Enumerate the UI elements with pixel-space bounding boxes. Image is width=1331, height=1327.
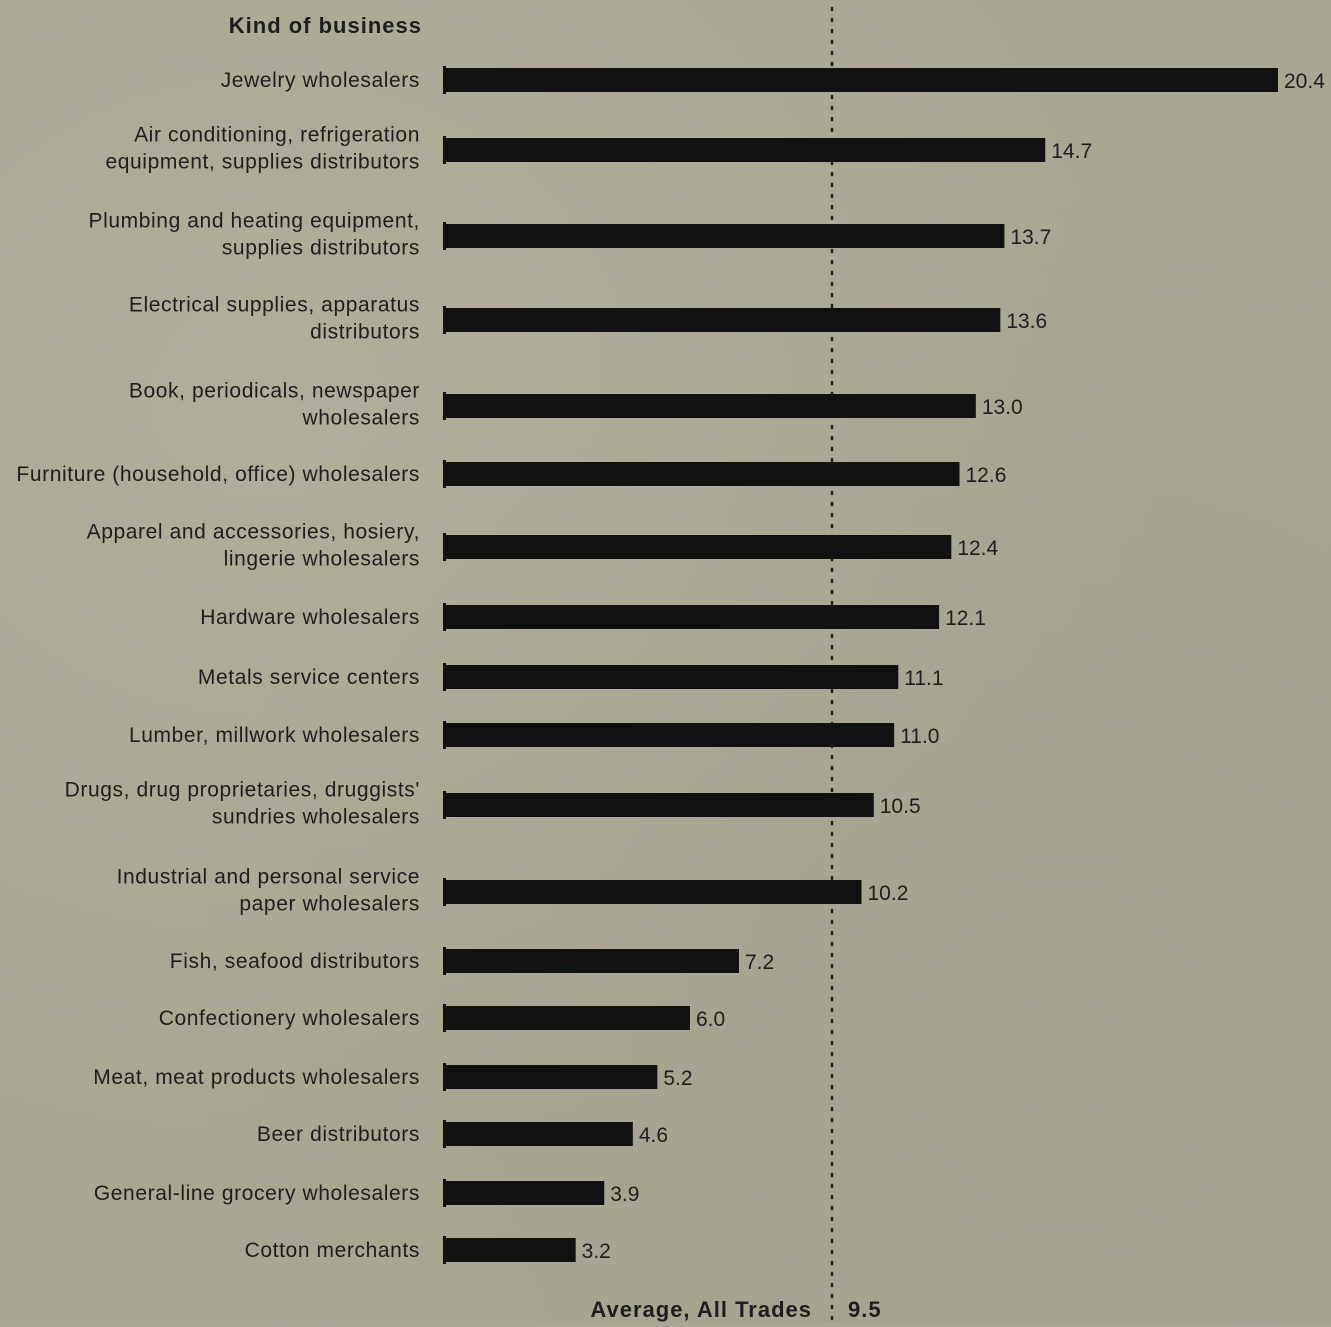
category-label: Cotton merchants [245,1239,420,1262]
category-labels: Jewelry wholesalers Air conditioning, ref… [16,69,421,1262]
category-label: Apparel and accessories, hosiery, [87,521,420,544]
bar [445,665,899,689]
category-label: sundries wholesalers [212,806,420,829]
category-label: Book, periodicals, newspaper [129,380,420,403]
bar [445,462,960,486]
average-value: 9.5 [848,1297,882,1322]
category-label: Meat, meat products wholesalers [93,1066,420,1089]
bar [445,308,1001,332]
value-label: 12.1 [945,607,986,630]
category-label: Confectionery wholesalers [159,1007,420,1030]
bar [445,1065,658,1089]
bar-axis-tick [443,791,446,819]
category-label: Jewelry wholesalers [221,69,420,92]
category-label: equipment, supplies distributors [105,151,420,174]
bar-axis-tick [443,460,446,488]
bar [445,723,895,747]
category-label: Furniture (household, office) wholesaler… [16,463,420,486]
bar [445,1238,576,1262]
value-label: 5.2 [663,1067,692,1090]
value-label: 12.6 [966,464,1007,487]
bar-axis-tick [443,222,446,250]
bar [445,605,940,629]
category-label: Beer distributors [257,1123,420,1146]
bar-axis-tick [443,1120,446,1148]
value-label: 11.0 [900,725,939,748]
category-label: wholesalers [302,407,421,430]
bars [443,66,1278,1264]
bar [445,1181,605,1205]
category-label: Electrical supplies, apparatus [129,294,420,317]
bar [445,1006,690,1030]
value-label: 6.0 [696,1008,725,1031]
bar-axis-tick [443,1179,446,1207]
bar-axis-tick [443,533,446,561]
bar [445,394,976,418]
value-labels: 20.4 14.7 13.7 13.6 13.0 12.6 12.4 12.1 11.1 11.0… [582,70,1326,1263]
bar-axis-tick [443,1236,446,1264]
bar-axis-tick [443,603,446,631]
value-label: 13.7 [1010,226,1051,249]
bar-axis-tick [443,1063,446,1091]
category-label: lingerie wholesalers [224,548,420,571]
value-label: 7.2 [745,951,774,974]
bar [445,535,952,559]
category-label: Plumbing and heating equipment, [89,210,421,233]
value-label: 3.2 [582,1240,611,1263]
bar [445,949,739,973]
value-label: 20.4 [1284,70,1325,93]
category-label: paper wholesalers [239,893,420,916]
value-label: 10.5 [880,795,921,818]
bar-axis-tick [443,1004,446,1032]
value-label: 11.1 [904,667,943,690]
bar [445,68,1278,92]
value-label: 14.7 [1051,140,1092,163]
bar-axis-tick [443,136,446,164]
category-label: Air conditioning, refrigeration [134,124,420,147]
category-label: Hardware wholesalers [200,606,420,629]
category-label: distributors [310,321,420,344]
bar [445,138,1046,162]
bar-axis-tick [443,66,446,94]
average-label: Average, All Trades [590,1297,812,1322]
bar [445,793,874,817]
value-label: 13.0 [982,396,1023,419]
category-label: Lumber, millwork wholesalers [129,724,420,747]
bar-axis-tick [443,878,446,906]
value-label: 4.6 [639,1124,668,1147]
value-label: 3.9 [610,1183,639,1206]
bar [445,1122,633,1146]
category-label: General-line grocery wholesalers [94,1182,420,1205]
category-label: Metals service centers [198,666,420,689]
bar-axis-tick [443,721,446,749]
bar-axis-tick [443,947,446,975]
bar-axis-tick [443,392,446,420]
category-label: Industrial and personal service [117,866,420,889]
header-kind-of-business: Kind of business [229,13,422,38]
bar [445,880,862,904]
category-label: Fish, seafood distributors [170,950,420,973]
category-label: supplies distributors [222,237,420,260]
value-label: 12.4 [957,537,998,560]
bar-axis-tick [443,663,446,691]
value-label: 13.6 [1006,310,1047,333]
value-label: 10.2 [868,882,909,905]
bar-axis-tick [443,306,446,334]
bar [445,224,1005,248]
category-label: Drugs, drug proprietaries, druggists' [65,779,420,802]
